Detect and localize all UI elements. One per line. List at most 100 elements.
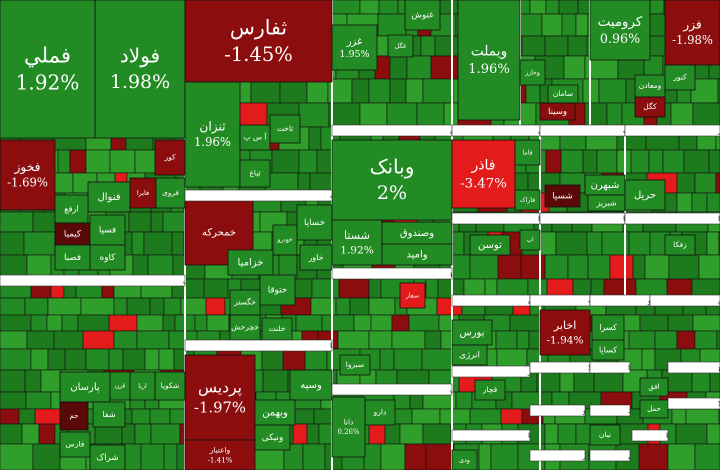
header-text: [+] شرکتهای چند رشته ای صنعتی (450, 126, 558, 135)
stock-tile (591, 314, 625, 341)
stock-tile (399, 282, 426, 309)
stock-symbol: اریا (138, 383, 147, 390)
filler-tile (24, 369, 42, 393)
sector-header: [+] سایر واس (649, 294, 720, 307)
stock-symbol: وسپه (300, 380, 322, 391)
filler-tile (108, 348, 124, 371)
filler-tile (136, 314, 164, 332)
filler-tile (368, 423, 386, 445)
filler-tile (144, 348, 160, 371)
filler-tile (706, 192, 720, 213)
stock-symbol: نیان (599, 430, 611, 439)
filler-tile (560, 149, 584, 174)
filler-tile (389, 55, 408, 80)
filler-tile (113, 297, 128, 316)
header-box (451, 124, 541, 137)
filler-tile (630, 149, 650, 174)
stock-tile (381, 243, 453, 266)
stock-symbol: ختوقا (268, 286, 287, 296)
filler-tile (26, 330, 55, 350)
filler-tile (306, 78, 329, 104)
filler-tile (126, 297, 151, 316)
stock-symbol: خگستر (233, 298, 256, 307)
filler-tile (0, 297, 26, 316)
filler-tile (250, 78, 281, 104)
stock-symbol: فملي (24, 42, 71, 67)
sector-header: [+] حمل ونقل انباردار (624, 124, 720, 137)
filler-tile (359, 102, 388, 128)
filler-tile (698, 254, 720, 280)
filler-tile (389, 78, 407, 104)
header-box (649, 294, 720, 307)
filler-tile (109, 149, 136, 174)
stock-tile (451, 319, 493, 346)
sector-header: [+] تولید (589, 404, 631, 417)
stock-symbol: دارو (373, 408, 387, 417)
filler-tile (80, 297, 115, 316)
header-text: [+] کا (666, 431, 686, 440)
filler-tile (0, 391, 27, 410)
stock-symbol: کیمیا (64, 230, 82, 240)
filler-tile (38, 423, 56, 445)
stock-symbol: وصندوق (400, 228, 434, 239)
stock-tile (184, 81, 241, 188)
filler-tile (0, 408, 20, 425)
stock-symbol: جم (70, 412, 79, 420)
sector-header: [+] حمل ج (667, 361, 720, 374)
filler-tile (561, 13, 577, 37)
filler-tile (302, 443, 326, 470)
filler-tile (0, 231, 25, 256)
filler-tile (128, 211, 152, 233)
stock-symbol: فاراک (520, 196, 535, 204)
filler-tile (368, 330, 393, 350)
filler-tile (648, 149, 664, 174)
filler-tile (30, 348, 49, 371)
stock-symbol: افق (648, 383, 659, 391)
stock-tile (451, 139, 516, 209)
stock-symbol: شبریز (595, 199, 616, 208)
header-box (529, 404, 586, 417)
sector-header: [+] خودرو و ساخت قطعات (184, 189, 333, 202)
stock-tile (289, 369, 333, 401)
stock-tile (0, 139, 56, 211)
filler-tile (685, 408, 720, 425)
stock-tile (272, 224, 298, 256)
filler-tile (194, 314, 208, 332)
filler-tile (644, 254, 670, 280)
stock-symbol: توسن (478, 240, 502, 251)
stock-symbol: سفار (405, 293, 419, 300)
filler-tile (521, 35, 546, 57)
stock-symbol: شفا (102, 410, 115, 419)
stock-symbol: حريل (634, 190, 656, 201)
filler-tile (544, 423, 559, 445)
stock-symbol: شبهرن (591, 180, 620, 191)
stock-change: -1.69% (7, 176, 48, 190)
filler-tile (368, 297, 396, 316)
filler-tile (596, 149, 618, 174)
header-box (667, 361, 720, 374)
filler-tile (25, 391, 52, 410)
filler-tile (584, 102, 608, 128)
filler-tile (694, 330, 718, 350)
header-box (184, 189, 333, 202)
filler-tile (363, 443, 382, 470)
header-text: [+] مواد و محصولات دارویی (450, 385, 540, 394)
filler-tile (648, 35, 667, 57)
filler-tile (575, 13, 589, 37)
stock-tile (364, 399, 396, 426)
stock-symbol: فاذر (471, 158, 496, 174)
filler-tile (478, 443, 492, 470)
filler-tile (529, 0, 547, 15)
header-text: [+] سایر محصو (647, 296, 699, 305)
sector-header: [+] استخرا (589, 361, 631, 374)
stock-tile (519, 59, 546, 86)
stock-symbol: فولاد (120, 44, 160, 68)
filler-tile (134, 423, 152, 445)
stock-tile (591, 339, 625, 361)
filler-tile (140, 443, 165, 470)
filler-tile (21, 423, 40, 445)
stock-change: 1.92% (340, 244, 374, 256)
header-box (529, 449, 586, 462)
filler-tile (668, 254, 700, 280)
filler-tile (150, 423, 181, 445)
